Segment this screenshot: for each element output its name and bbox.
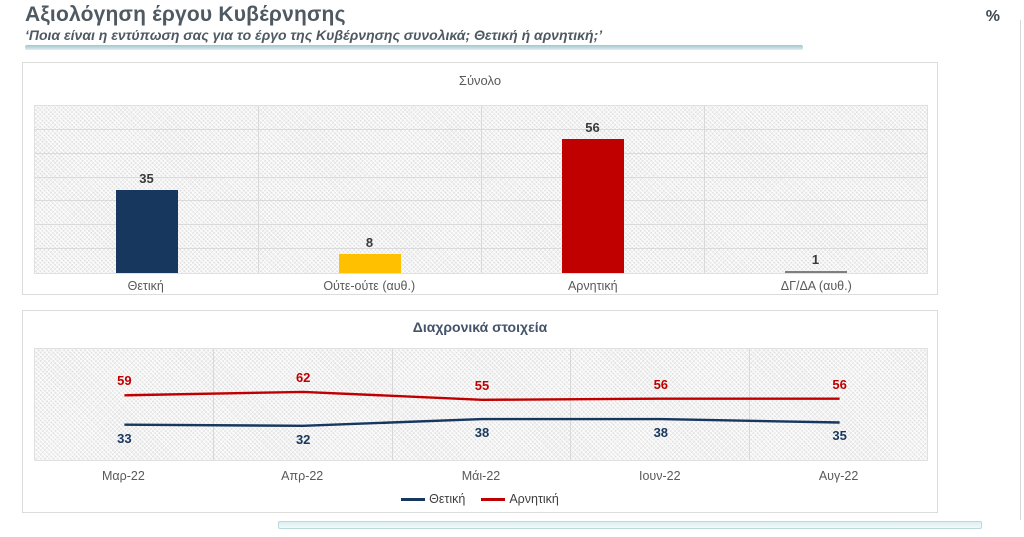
point-value-label: 56 bbox=[832, 376, 847, 392]
bar-chart-panel: Σύνολο 35 8 56 1 Θετική Ούτε-ούτε (αυθ.) Αρνη… bbox=[22, 62, 938, 295]
bar-column-separator bbox=[704, 106, 705, 273]
page-subtitle: ‘Ποια είναι η εντύπωση σας για το έργο τ… bbox=[25, 27, 603, 43]
legend-label: Αρνητική bbox=[509, 492, 559, 506]
line-column-separator bbox=[570, 349, 572, 460]
point-value-label: 56 bbox=[653, 376, 669, 392]
legend-line-swatch bbox=[481, 497, 506, 501]
trend-lines bbox=[124, 390, 840, 428]
data-bar-3 bbox=[561, 139, 624, 273]
x-axis-label: Μαρ-22 bbox=[101, 469, 145, 483]
bar-chart-title: Σύνολο bbox=[458, 73, 502, 88]
point-value-label: 62 bbox=[295, 369, 311, 385]
bar-value-label: 35 bbox=[139, 170, 154, 186]
line-column-separator bbox=[213, 349, 215, 460]
line-chart-x-axis: Μαρ-22 Απρ-22 Μάι-22 Ιουν-22 Αυγ-22 bbox=[34, 469, 928, 483]
bar-value-label: 8 bbox=[365, 234, 374, 250]
line-column-separator bbox=[391, 349, 393, 460]
bar-column-separator bbox=[481, 106, 482, 273]
bar-column-separator bbox=[258, 106, 259, 273]
data-bar-2 bbox=[338, 253, 401, 273]
category-label: Αρνητική bbox=[567, 279, 618, 293]
x-axis-label: Μάι-22 bbox=[461, 469, 501, 483]
category-label: Θετική bbox=[127, 279, 164, 293]
point-value-label: 35 bbox=[832, 428, 847, 444]
page-title: Αξιολόγηση έργου Κυβέρνησης bbox=[25, 3, 346, 26]
bar-chart-category-axis: Θετική Ούτε-ούτε (αυθ.) Αρνητική ΔΓ/ΔΑ (αυθ… bbox=[34, 279, 928, 293]
line-column-separator bbox=[748, 349, 750, 460]
bottom-accent-bar bbox=[278, 521, 982, 529]
point-value-label: 59 bbox=[117, 373, 132, 389]
line-chart-plot-area: 33 32 38 38 35 59 62 55 56 56 bbox=[34, 348, 928, 461]
line-chart-panel: Διαχρονικά στοιχεία 33 32 38 38 35 59 62 55 56 56… bbox=[22, 310, 938, 513]
line-chart-legend: Θετική Αρνητική bbox=[23, 492, 937, 506]
point-value-label: 38 bbox=[653, 425, 669, 441]
point-value-label: 55 bbox=[474, 377, 490, 393]
category-label: Ούτε-ούτε (αυθ.) bbox=[323, 279, 416, 293]
legend-label: Θετική bbox=[429, 492, 466, 506]
bar-value-label: 1 bbox=[811, 251, 820, 267]
subtitle-underline-bar bbox=[25, 45, 803, 50]
bar-value-label: 56 bbox=[585, 120, 600, 136]
data-bar-4 bbox=[784, 270, 847, 273]
x-axis-label: Απρ-22 bbox=[281, 469, 324, 483]
x-axis-label: Αυγ-22 bbox=[818, 469, 859, 483]
legend-line-swatch bbox=[401, 497, 426, 501]
legend-item-Θετική: Θετική bbox=[401, 492, 465, 506]
point-value-label: 38 bbox=[474, 425, 490, 441]
data-bar-1 bbox=[115, 189, 178, 273]
series-line-Θετική bbox=[124, 417, 840, 428]
series-line-Αρνητική bbox=[124, 390, 840, 402]
percent-unit-label: % bbox=[985, 8, 1000, 25]
category-label: ΔΓ/ΔΑ (αυθ.) bbox=[780, 279, 852, 293]
page-right-edge-line bbox=[1020, 20, 1021, 520]
bar-chart-plot-area: 35 8 56 1 bbox=[34, 105, 928, 274]
legend-item-Αρνητική: Αρνητική bbox=[481, 492, 559, 506]
point-value-label: 32 bbox=[295, 431, 311, 447]
line-chart-title: Διαχρονικά στοιχεία bbox=[412, 319, 548, 335]
point-value-label: 33 bbox=[117, 430, 132, 446]
x-axis-label: Ιουν-22 bbox=[639, 469, 681, 483]
